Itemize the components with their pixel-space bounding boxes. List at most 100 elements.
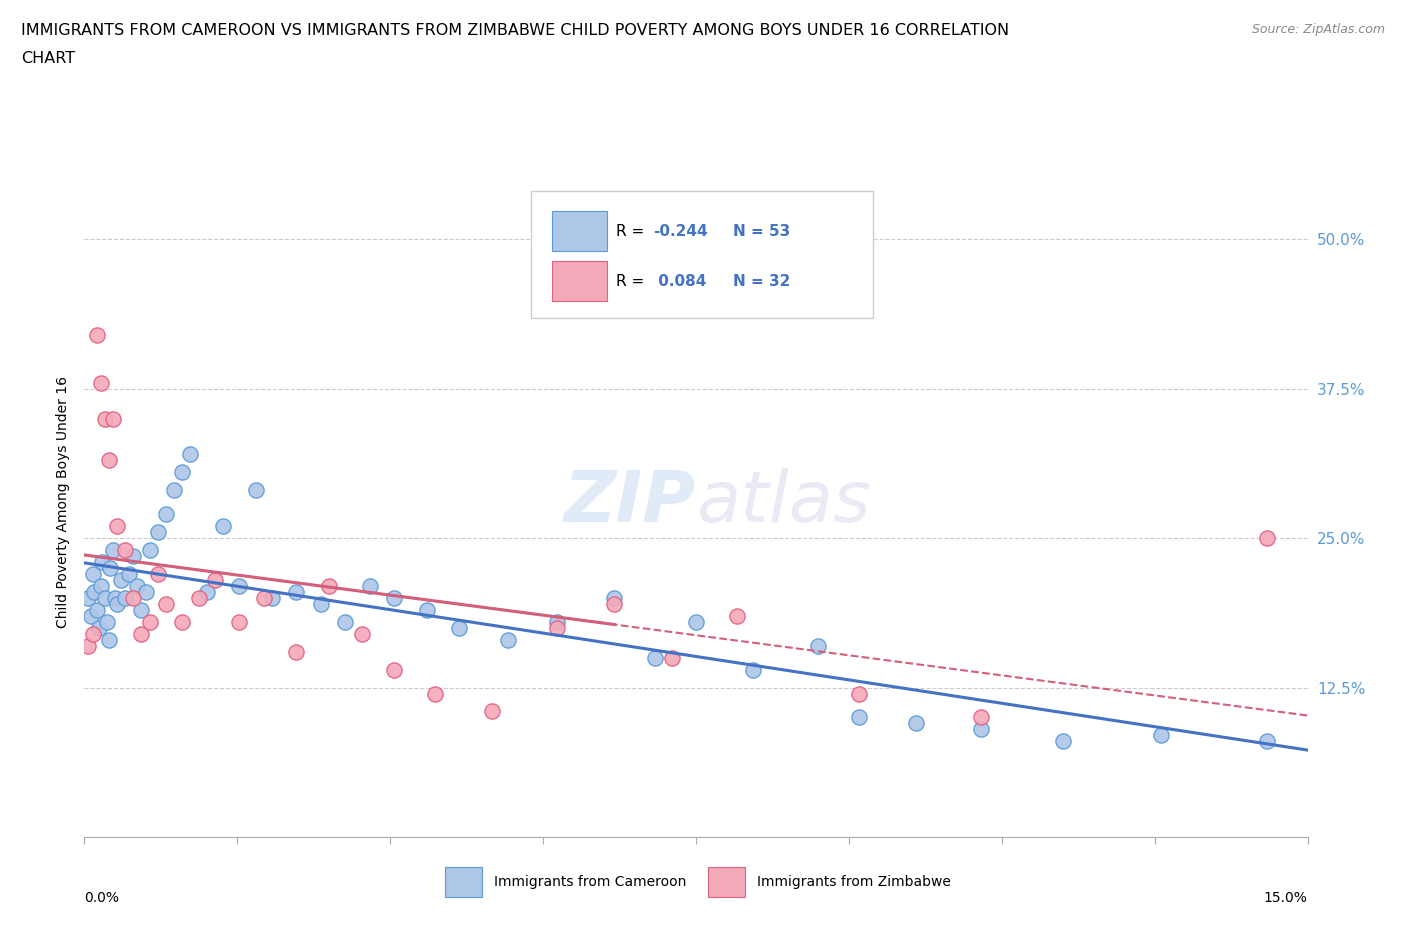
Point bbox=[228, 578, 250, 593]
Text: Immigrants from Zimbabwe: Immigrants from Zimbabwe bbox=[758, 875, 950, 889]
Point bbox=[498, 632, 520, 647]
Point bbox=[131, 603, 153, 618]
Point bbox=[603, 596, 626, 611]
Point bbox=[101, 542, 124, 557]
Point bbox=[603, 591, 626, 605]
FancyBboxPatch shape bbox=[551, 261, 606, 301]
Point bbox=[245, 483, 267, 498]
Point bbox=[114, 542, 136, 557]
Point bbox=[105, 596, 128, 611]
Point bbox=[90, 578, 112, 593]
Text: ZIP: ZIP bbox=[564, 468, 696, 537]
Point bbox=[97, 453, 120, 468]
Point bbox=[155, 596, 177, 611]
Point bbox=[179, 447, 201, 462]
Point bbox=[905, 716, 928, 731]
Text: Immigrants from Cameroon: Immigrants from Cameroon bbox=[494, 875, 686, 889]
Point bbox=[253, 591, 276, 605]
Point bbox=[82, 566, 104, 581]
Point bbox=[546, 620, 568, 635]
Point bbox=[1150, 728, 1173, 743]
Point bbox=[146, 566, 169, 581]
Text: 0.0%: 0.0% bbox=[84, 891, 120, 905]
Point bbox=[100, 561, 122, 576]
Point bbox=[481, 704, 503, 719]
Point bbox=[187, 591, 209, 605]
Point bbox=[1256, 734, 1278, 749]
Point bbox=[138, 542, 160, 557]
Point bbox=[118, 566, 141, 581]
Point bbox=[104, 591, 127, 605]
Point bbox=[309, 596, 332, 611]
Text: R =: R = bbox=[616, 223, 650, 238]
Point bbox=[382, 591, 405, 605]
Point bbox=[91, 554, 114, 569]
Point bbox=[807, 638, 830, 653]
FancyBboxPatch shape bbox=[709, 867, 745, 897]
Point bbox=[90, 375, 112, 390]
Point bbox=[260, 591, 283, 605]
Point bbox=[96, 615, 118, 630]
Point bbox=[82, 626, 104, 641]
Point bbox=[87, 620, 110, 635]
Point bbox=[644, 650, 666, 665]
Point bbox=[138, 615, 160, 630]
Point bbox=[97, 632, 120, 647]
Text: Source: ZipAtlas.com: Source: ZipAtlas.com bbox=[1251, 23, 1385, 36]
Text: 15.0%: 15.0% bbox=[1264, 891, 1308, 905]
Point bbox=[83, 584, 105, 599]
Point bbox=[285, 584, 308, 599]
Point bbox=[848, 686, 870, 701]
Point bbox=[546, 615, 568, 630]
Text: -0.244: -0.244 bbox=[654, 223, 707, 238]
Point bbox=[449, 620, 471, 635]
Point bbox=[335, 615, 357, 630]
Point bbox=[77, 638, 100, 653]
Point bbox=[318, 578, 340, 593]
Point bbox=[204, 573, 226, 588]
Point bbox=[725, 608, 748, 623]
Point bbox=[285, 644, 308, 659]
Point bbox=[127, 578, 149, 593]
Point bbox=[122, 549, 145, 564]
Point bbox=[80, 608, 103, 623]
Point bbox=[661, 650, 683, 665]
Y-axis label: Child Poverty Among Boys Under 16: Child Poverty Among Boys Under 16 bbox=[56, 377, 70, 628]
Point bbox=[110, 573, 132, 588]
Point bbox=[970, 722, 993, 737]
FancyBboxPatch shape bbox=[551, 211, 606, 251]
Point bbox=[848, 710, 870, 724]
Point bbox=[163, 483, 186, 498]
Point bbox=[86, 327, 108, 342]
Point bbox=[105, 519, 128, 534]
Point bbox=[146, 525, 169, 539]
Point bbox=[423, 686, 446, 701]
Point bbox=[172, 615, 194, 630]
Point bbox=[77, 591, 100, 605]
Point bbox=[131, 626, 153, 641]
Text: R =: R = bbox=[616, 273, 650, 288]
Point bbox=[114, 591, 136, 605]
Point bbox=[685, 615, 707, 630]
Point bbox=[228, 615, 250, 630]
Point bbox=[172, 465, 194, 480]
Point bbox=[155, 507, 177, 522]
Point bbox=[86, 603, 108, 618]
Point bbox=[93, 411, 115, 426]
FancyBboxPatch shape bbox=[531, 191, 873, 318]
Point bbox=[195, 584, 218, 599]
Point bbox=[135, 584, 157, 599]
Text: N = 32: N = 32 bbox=[733, 273, 790, 288]
Text: CHART: CHART bbox=[21, 51, 75, 66]
Point bbox=[1052, 734, 1074, 749]
Point bbox=[359, 578, 381, 593]
Point bbox=[350, 626, 373, 641]
Point bbox=[212, 519, 235, 534]
Point bbox=[970, 710, 993, 724]
Point bbox=[382, 662, 405, 677]
Text: N = 53: N = 53 bbox=[733, 223, 790, 238]
Text: atlas: atlas bbox=[696, 468, 870, 537]
Point bbox=[1256, 531, 1278, 546]
Point bbox=[122, 591, 145, 605]
Point bbox=[93, 591, 115, 605]
